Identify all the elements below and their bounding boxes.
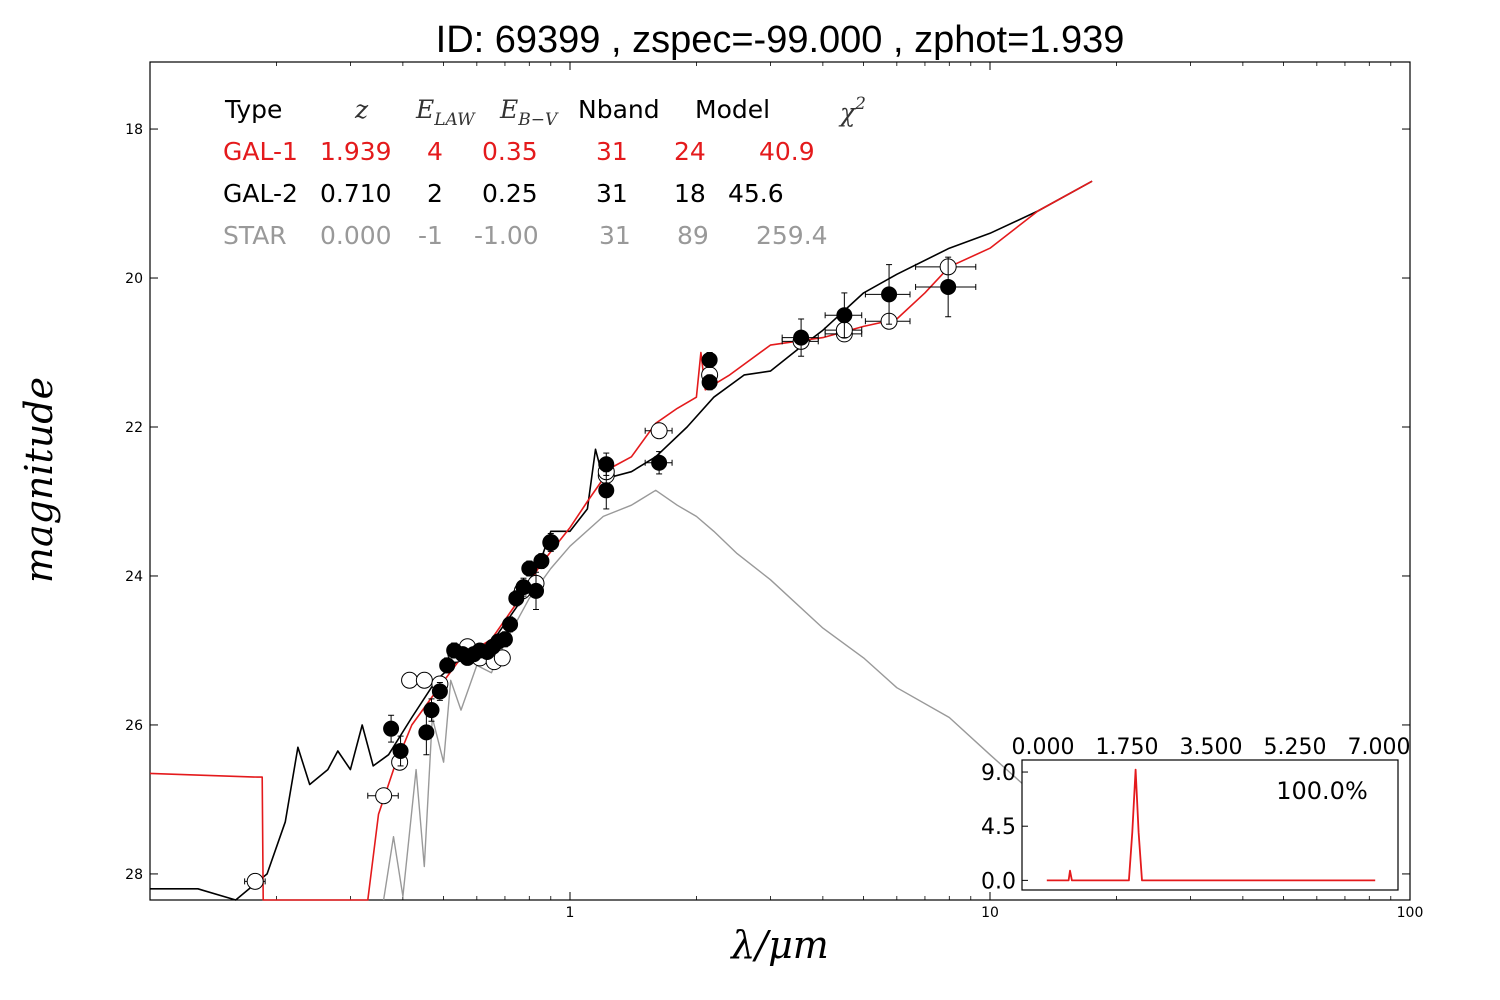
- model-magnitude-point: [401, 671, 419, 689]
- y-tick-label: 28: [125, 867, 143, 883]
- cell-nband: 31: [599, 221, 631, 250]
- elaw-subscript: LAW: [433, 110, 476, 130]
- table-header-ebv: EB−V: [499, 95, 559, 130]
- x-axis: 1 10 100: [276, 62, 1423, 921]
- observed-magnitude-point: [598, 482, 615, 499]
- inset-x-tick-label: 1.750: [1096, 735, 1159, 760]
- inset-y-tick-label: 4.5: [981, 815, 1016, 840]
- cell-ebv: -1.00: [474, 221, 539, 250]
- cell-elaw: -1: [418, 221, 443, 250]
- observed-magnitude-point: [598, 456, 615, 473]
- inset-y-tick-label: 0.0: [981, 869, 1016, 894]
- table-row-star: STAR 0.000 -1 -1.00 31 89 259.4: [223, 221, 828, 250]
- observed-magnitude-point: [383, 720, 400, 737]
- y-tick-label: 18: [125, 122, 143, 138]
- inset-x-tick-label: 0.000: [1012, 735, 1075, 760]
- cell-model: 24: [674, 137, 706, 166]
- chart-title: ID: 69399 , zspec=-99.000 , zphot=1.939: [436, 19, 1125, 61]
- table-header-type: Type: [224, 95, 282, 124]
- cell-z: 0.000: [320, 221, 392, 250]
- inset-x-axis: 0.000 1.750 3.500 5.250 7.000: [1012, 735, 1411, 760]
- observed-magnitude-point: [508, 590, 525, 607]
- ebv-symbol: E: [499, 95, 518, 124]
- model-magnitude-point: [246, 872, 264, 890]
- inset-x-tick-label: 3.500: [1180, 735, 1243, 760]
- cell-z: 0.710: [320, 179, 392, 208]
- observed-magnitude-point: [496, 631, 513, 648]
- observed-magnitude-point: [533, 553, 550, 570]
- inset-y-tick-label: 9.0: [981, 761, 1016, 786]
- observed-magnitude-point: [701, 374, 718, 391]
- cell-model: 18: [674, 179, 706, 208]
- cell-chi2: 40.9: [759, 137, 815, 166]
- observed-magnitude-point: [701, 351, 718, 368]
- table-header-chi2: χ2: [838, 94, 866, 127]
- fit-table: Type z ELAW EB−V Nband Model χ2 GAL-1 1.…: [223, 94, 866, 250]
- cell-ebv: 0.35: [482, 137, 538, 166]
- x-tick-label: 100: [1397, 905, 1424, 921]
- observed-magnitude-point: [651, 454, 668, 471]
- table-header-model: Model: [695, 95, 770, 124]
- chi2-superscript: 2: [854, 94, 866, 114]
- model-magnitude-point: [415, 671, 433, 689]
- cell-elaw: 4: [427, 137, 443, 166]
- model-magnitude-point: [493, 649, 511, 667]
- y-axis-label: magnitude: [17, 377, 61, 583]
- observed-magnitude-point: [418, 724, 435, 741]
- table-header-nband: Nband: [578, 95, 660, 124]
- inset-line-layer: [1046, 768, 1376, 882]
- table-header-z: z: [354, 95, 369, 124]
- ebv-subscript: B−V: [517, 110, 559, 130]
- cell-nband: 31: [596, 137, 628, 166]
- plot-frame: [149, 61, 1411, 901]
- inset-frame: [1021, 759, 1399, 891]
- elaw-symbol: E: [415, 95, 434, 124]
- points-layer: [244, 256, 977, 890]
- cell-ebv: 0.25: [482, 179, 538, 208]
- cell-elaw: 2: [427, 179, 443, 208]
- cell-model: 89: [677, 221, 709, 250]
- x-tick-label: 1: [566, 905, 575, 921]
- model-magnitude-point: [650, 422, 668, 440]
- y-tick-label: 20: [125, 271, 143, 287]
- inset-x-tick-label: 5.250: [1264, 735, 1327, 760]
- y-tick-label: 24: [125, 569, 143, 585]
- series-line-star: [382, 489, 1024, 901]
- observed-magnitude-point: [423, 702, 440, 719]
- model-magnitude-point: [375, 787, 393, 805]
- chi2-symbol: χ: [838, 98, 857, 127]
- observed-magnitude-point: [793, 329, 810, 346]
- observed-magnitude-point: [528, 582, 545, 599]
- inset-x-tick-label: 7.000: [1348, 735, 1411, 760]
- inset-probability-label: 100.0%: [1276, 777, 1368, 805]
- observed-magnitude-point: [542, 534, 559, 551]
- cell-type: GAL-2: [223, 179, 298, 208]
- cell-type: GAL-1: [223, 137, 298, 166]
- cell-chi2: 259.4: [756, 221, 828, 250]
- observed-magnitude-point: [940, 278, 957, 295]
- cell-chi2: 45.6: [728, 179, 784, 208]
- inset-y-axis: 9.0 4.5 0.0: [981, 761, 1028, 894]
- x-axis-label: λ/μm: [729, 923, 829, 967]
- y-tick-label: 22: [125, 420, 143, 436]
- cell-nband: 31: [596, 179, 628, 208]
- inset-pdf-line: [1046, 768, 1376, 882]
- x-tick-label: 10: [981, 905, 999, 921]
- observed-magnitude-point: [392, 743, 409, 760]
- observed-magnitude-point: [439, 657, 456, 674]
- redshift-pdf-inset: 0.000 1.750 3.500 5.250 7.000 9.0 4.5 0.0 100.…: [981, 735, 1410, 894]
- cell-z: 1.939: [320, 137, 392, 166]
- table-row-gal1: GAL-1 1.939 4 0.35 31 24 40.9: [223, 137, 815, 166]
- cell-type: STAR: [223, 221, 287, 250]
- table-row-gal2: GAL-2 0.710 2 0.25 31 18 45.6: [223, 179, 784, 208]
- y-tick-label: 26: [125, 718, 143, 734]
- observed-magnitude-point: [502, 616, 519, 633]
- observed-magnitude-point: [836, 307, 853, 324]
- observed-magnitude-point: [431, 683, 448, 700]
- observed-magnitude-point: [881, 286, 898, 303]
- table-header-elaw: ELAW: [415, 95, 476, 130]
